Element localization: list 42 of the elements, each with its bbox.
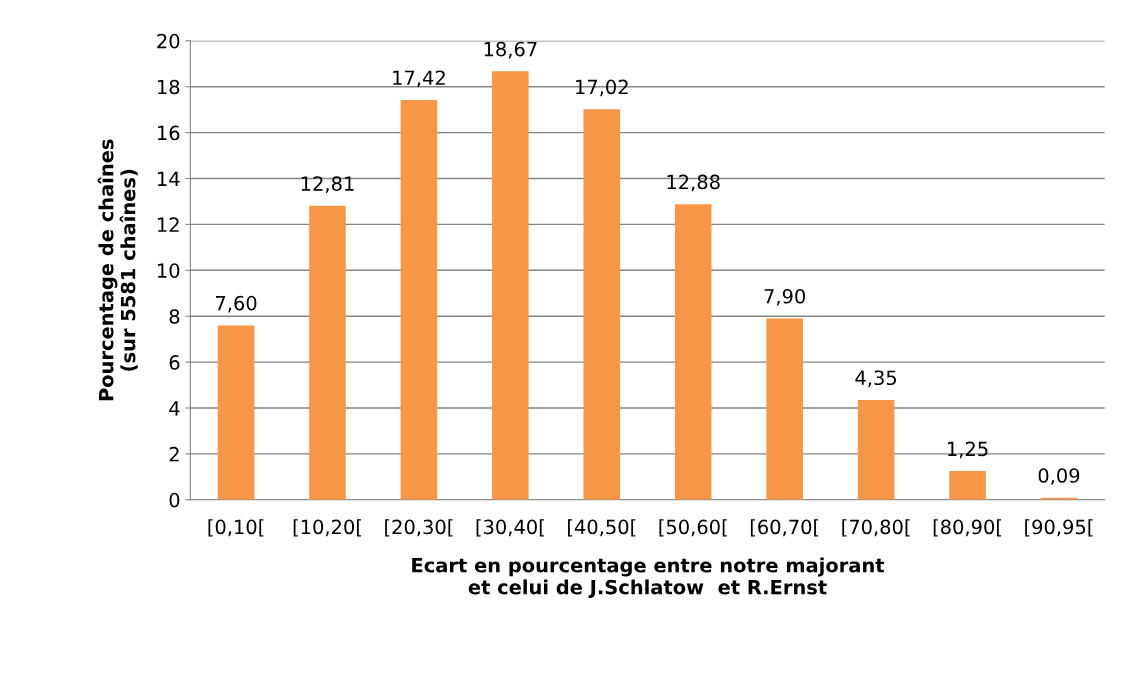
data-label: 12,88 bbox=[667, 174, 720, 192]
data-label: 17,02 bbox=[576, 79, 628, 97]
y-tick-label: 14 bbox=[158, 171, 180, 186]
y-tick-label: 6 bbox=[169, 355, 180, 370]
x-tick-label: [80,90[ bbox=[933, 519, 1002, 537]
y-tick-label: 16 bbox=[158, 125, 180, 141]
y-tick-label: 0 bbox=[169, 492, 180, 508]
bar bbox=[492, 71, 529, 500]
y-tick-label: 10 bbox=[158, 263, 180, 278]
x-tick-label: [90,95[ bbox=[1025, 519, 1093, 537]
data-label: 7,90 bbox=[764, 288, 806, 306]
y-axis-title: Pourcentage de chaînes (sur 5581 chaînes) bbox=[97, 139, 138, 401]
y-tick-label: 4 bbox=[169, 401, 180, 416]
x-tick-label: [30,40[ bbox=[476, 519, 544, 537]
x-tick-label: [50,60[ bbox=[659, 519, 727, 537]
bar bbox=[583, 109, 621, 500]
bar bbox=[949, 471, 986, 500]
data-label: 1,25 bbox=[948, 441, 988, 459]
y-tick-label: 20 bbox=[157, 33, 180, 49]
y-tick-label: 12 bbox=[158, 217, 179, 232]
bar bbox=[309, 205, 346, 500]
x-tick-label: [0,10[ bbox=[208, 519, 264, 537]
bar bbox=[674, 204, 712, 500]
data-label: 18,67 bbox=[484, 41, 537, 59]
x-tick-label: [20,30[ bbox=[385, 519, 453, 537]
bar bbox=[217, 325, 255, 500]
data-label: 0,09 bbox=[1038, 468, 1080, 485]
x-tick-label: [70,80[ bbox=[842, 519, 910, 537]
data-label: 4,35 bbox=[855, 370, 897, 388]
bar bbox=[400, 100, 438, 500]
x-tick-label: [40,50[ bbox=[568, 519, 636, 537]
x-tick-label: [10,20[ bbox=[293, 519, 362, 537]
data-label: 7,60 bbox=[216, 295, 257, 313]
data-label: 17,42 bbox=[393, 70, 445, 88]
bar bbox=[766, 318, 803, 500]
data-label: 12,81 bbox=[301, 176, 354, 193]
y-tick-label: 8 bbox=[169, 309, 180, 324]
y-tick-label: 2 bbox=[169, 446, 179, 462]
bar bbox=[857, 399, 895, 500]
x-tick-label: [60,70[ bbox=[750, 519, 819, 537]
y-tick-label: 18 bbox=[158, 79, 180, 95]
x-axis-title: Ecart en pourcentage entre notre majorant et celui de J.Schlatow et R.Ernst bbox=[412, 557, 885, 599]
